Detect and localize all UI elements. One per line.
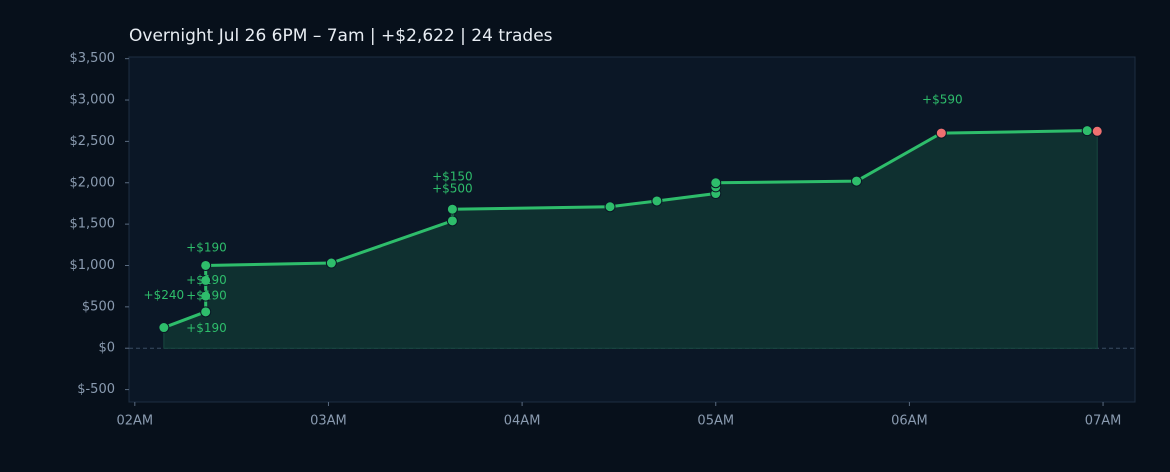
- point: [1091, 125, 1103, 137]
- x-tick-label: 07AM: [1085, 414, 1122, 429]
- y-tick-label: $3,000: [70, 93, 116, 108]
- annotation: +$190: [186, 289, 227, 303]
- x-tick-label: 03AM: [310, 414, 347, 429]
- x-tick-label: 02AM: [116, 414, 153, 429]
- point: [200, 274, 212, 286]
- point: [851, 175, 863, 187]
- y-tick-label: $-500: [77, 382, 115, 397]
- y-tick-label: $2,500: [70, 134, 116, 149]
- annotation: +$190: [186, 273, 227, 287]
- annotation: +$240: [144, 288, 185, 302]
- chart-title: Overnight Jul 26 6PM – 7am | +$2,622 | 2…: [129, 26, 553, 46]
- annotation: +$190: [186, 241, 227, 255]
- y-tick-label: $0: [98, 341, 115, 356]
- y-tick-label: $2,000: [70, 175, 116, 190]
- point: [1081, 125, 1093, 137]
- y-tick-label: $1,000: [70, 258, 116, 273]
- annotation: +$500: [432, 181, 473, 195]
- annotation: +$590: [922, 93, 963, 107]
- y-tick-label: $1,500: [70, 217, 116, 232]
- point: [200, 259, 212, 271]
- y-tick-label: $500: [82, 299, 115, 314]
- point: [158, 322, 170, 334]
- point: [325, 257, 337, 269]
- point: [710, 177, 722, 189]
- point: [651, 195, 663, 207]
- y-tick-label: $3,500: [70, 51, 116, 66]
- point: [446, 203, 458, 215]
- point: [446, 215, 458, 227]
- point: [935, 127, 947, 139]
- point: [200, 290, 212, 302]
- annotation: +$150: [432, 169, 473, 183]
- x-tick-label: 04AM: [504, 414, 541, 429]
- point: [604, 201, 616, 213]
- x-tick-label: 05AM: [697, 414, 734, 429]
- x-tick-label: 06AM: [891, 414, 928, 429]
- point: [200, 306, 212, 318]
- annotation: +$190: [186, 321, 227, 335]
